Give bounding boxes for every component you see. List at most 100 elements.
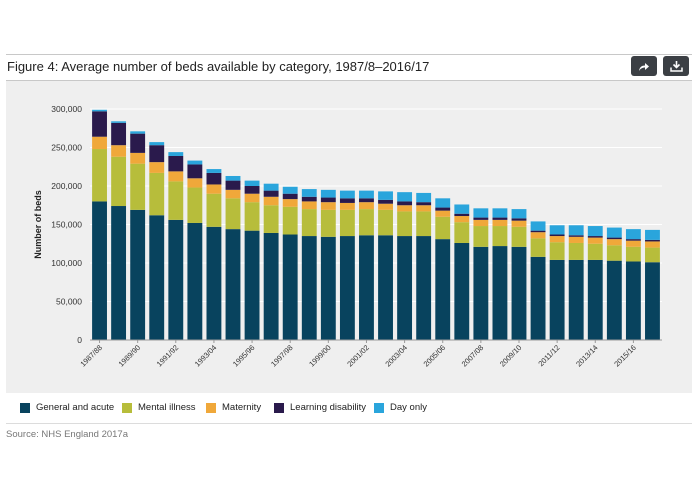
bar-segment-learning-disability [320,197,336,203]
download-icon [669,61,683,72]
bar-segment-maternity [625,240,641,247]
bar-segment-learning-disability [111,122,127,146]
x-tick-label: 1991/92 [155,343,181,369]
bar-segment-learning-disability [168,155,184,172]
legend-swatch [206,402,216,413]
bar-segment-learning-disability [587,236,603,238]
bar-segment-maternity [244,193,260,203]
bar-segment-maternity [511,220,527,227]
x-tick-label: 2003/04 [383,343,409,369]
bar-segment-day-only [130,131,146,134]
bar-segment-learning-disability [149,145,165,163]
bar-segment-learning-disability [225,180,241,190]
bar-segment-day-only [511,209,527,219]
bar-segment-mental-illness [359,209,374,236]
stacked-bar-chart: 0 50,000 100,000 150,000 200,000 250,000 300,0… [33,104,662,369]
bar-segment-day-only [378,191,393,200]
bar-segment-mental-illness [187,187,203,223]
bar-segment-general-acute [339,236,355,340]
bar-segment-maternity [149,162,165,173]
x-tick-label: 2015/16 [612,343,638,369]
bar-segment-general-acute [606,260,622,340]
bar-segment-maternity [339,202,355,210]
legend-label: Day only [390,402,427,413]
bar-segment-learning-disability [301,196,317,202]
bar-segment-mental-illness [549,242,565,260]
bar-segment-maternity [416,205,432,212]
bar-segment-learning-disability [606,237,622,240]
bar-segment-maternity [187,178,203,188]
bar-segment-learning-disability [625,239,641,241]
legend-item-day-only: Day only [374,402,427,413]
bar-segment-maternity [111,145,127,157]
bar-segment-learning-disability [454,213,470,217]
x-tick-label: 1995/96 [231,343,257,369]
bar-segment-mental-illness [206,193,222,227]
y-axis-label: Number of beds [33,190,43,259]
bar-segment-learning-disability [244,186,260,194]
bar-segment-learning-disability [568,235,584,237]
bar-segment-general-acute [568,259,584,340]
legend-item-mental-illness: Mental illness [122,402,196,413]
bar-segment-learning-disability [187,164,203,179]
bar-segment-day-only [606,227,622,238]
bar-segment-day-only [625,229,641,240]
bar-segment-general-acute [416,236,432,340]
legend-item-maternity: Maternity [206,402,261,413]
bar-segment-maternity [225,189,241,199]
y-tick-label: 0 [77,335,82,345]
x-tick-label: 2011/12 [536,343,561,368]
legend-label: Learning disability [290,402,367,413]
download-button[interactable] [663,56,689,76]
bar-segment-general-acute [206,226,222,340]
legend-swatch [374,402,384,413]
x-tick-label: 1999/00 [307,343,333,369]
share-arrow-icon [639,62,649,71]
bar-segment-day-only [92,109,107,112]
bar-segment-day-only [263,183,279,191]
bar-segment-mental-illness [530,238,546,257]
bar-segment-maternity [530,232,546,239]
bar-segment-maternity [130,152,146,164]
bar-segment-day-only [225,175,241,181]
share-button[interactable] [631,56,657,76]
x-tick-label: 2005/06 [422,343,448,369]
bar-segment-general-acute [473,246,489,340]
bar-segment-learning-disability [130,133,146,153]
bar-segment-general-acute [168,219,184,340]
bar-segment-general-acute [244,230,260,340]
bar-segment-general-acute [625,261,641,340]
legend-label: Mental illness [138,402,196,413]
bar-segment-learning-disability [416,202,432,206]
bar-segment-general-acute [454,242,470,340]
bar-segment-general-acute [511,246,527,340]
bar-segment-day-only [587,226,603,237]
y-tick-label: 250,000 [51,143,82,153]
y-tick-label: 100,000 [51,258,82,268]
bar-segment-mental-illness [606,245,622,261]
source-note: Source: NHS England 2017a [6,429,128,440]
x-tick-label: 2001/02 [345,343,371,369]
bar-segment-general-acute [130,209,146,340]
bar-segment-day-only [435,198,451,208]
bar-segment-mental-illness [320,209,336,237]
bar-segment-learning-disability [645,239,660,242]
bar-segment-mental-illness [111,156,127,207]
bar-segment-maternity [206,184,222,194]
bar-segment-mental-illness [568,242,584,260]
bar-segment-maternity [301,201,317,210]
bar-segment-general-acute [92,201,107,340]
bar-segment-mental-illness [645,247,660,263]
bar-segment-learning-disability [359,198,374,203]
legend-label: Maternity [222,402,262,413]
bar-segment-maternity [454,216,470,223]
bar-segment-general-acute [225,229,241,340]
bar-segment-learning-disability [282,193,298,200]
bar-segment-mental-illness [587,243,603,260]
bar-segment-maternity [397,205,413,212]
x-tick-label: 1989/90 [117,343,143,369]
x-tick-label: 1993/04 [193,343,219,369]
bar-segment-maternity [549,236,565,243]
bar-segment-mental-illness [282,206,298,235]
x-tick-label: 1987/88 [78,343,104,369]
